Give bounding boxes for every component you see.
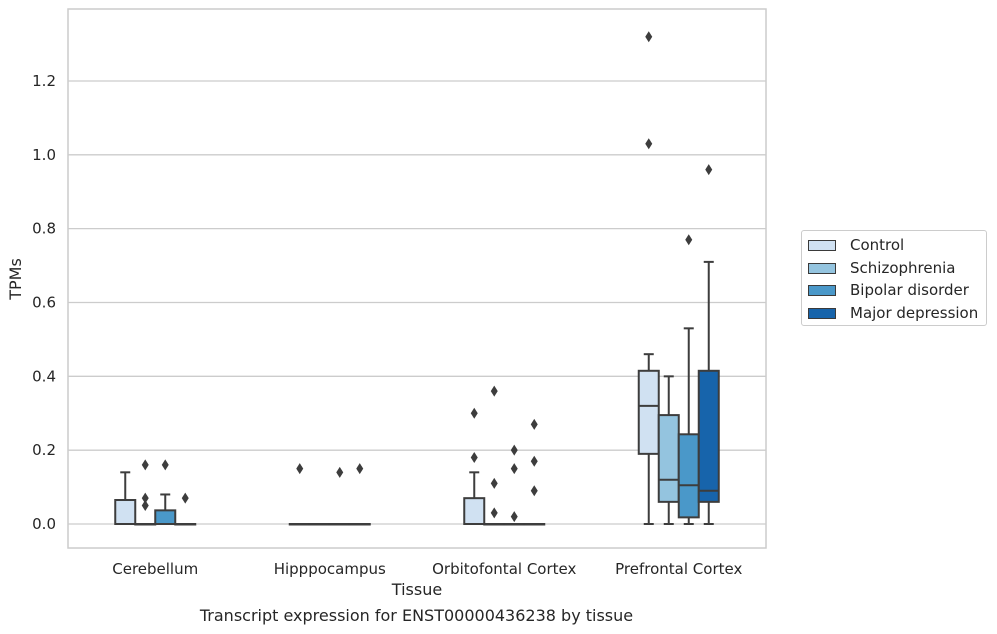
gridlines <box>68 80 766 525</box>
outlier-point <box>161 459 169 471</box>
outlier-point <box>470 407 478 419</box>
y-tick-label: 1.0 <box>32 146 56 164</box>
plot-frame <box>67 8 767 549</box>
y-tick-label: 0.6 <box>32 293 56 311</box>
outlier-point <box>490 385 498 397</box>
outlier-point <box>490 507 498 519</box>
chart-caption: Transcript expression for ENST0000043623… <box>199 606 634 625</box>
outlier-point <box>705 164 713 176</box>
box-body <box>463 497 486 526</box>
box-plot-series <box>114 31 720 526</box>
box <box>174 492 197 526</box>
box <box>657 375 680 526</box>
y-tick-label: 0.8 <box>32 220 56 238</box>
legend-item-major-depression: Major depression <box>808 303 978 323</box>
outlier-point <box>510 511 518 523</box>
box <box>523 418 546 526</box>
outlier-point <box>141 459 149 471</box>
x-axis-ticks: Cerebellum Hipppocampus Orbitofontal Corte… <box>112 560 742 578</box>
series-schizophrenia <box>134 375 680 526</box>
x-tick-label: Prefrontal Cortex <box>615 560 742 578</box>
outlier-point <box>645 31 653 43</box>
series-major-depression <box>174 164 720 526</box>
outlier-point <box>181 492 189 504</box>
box <box>503 444 526 526</box>
x-tick-label: Hipppocampus <box>274 560 386 578</box>
box <box>483 385 506 526</box>
outlier-point <box>470 452 478 464</box>
outlier-point <box>530 418 538 430</box>
x-tick-label: Cerebellum <box>112 560 198 578</box>
box <box>637 31 660 526</box>
box <box>328 466 351 526</box>
outlier-point <box>510 444 518 456</box>
outlier-point <box>645 138 653 150</box>
box-body <box>677 433 700 519</box>
box-body <box>114 499 137 526</box>
x-axis-label: Tissue <box>391 580 442 599</box>
box <box>677 234 700 526</box>
box <box>308 523 331 526</box>
box-body <box>657 414 680 503</box>
outlier-point <box>490 477 498 489</box>
box <box>114 471 137 526</box>
series-bipolar-disorder <box>154 234 700 526</box>
legend: Control Schizophrenia Bipolar disorder M… <box>801 230 987 326</box>
outlier-point <box>141 500 149 512</box>
box <box>154 459 177 526</box>
box <box>697 164 720 526</box>
outlier-point <box>141 492 149 504</box>
outlier-point <box>356 463 364 475</box>
box-body <box>697 369 720 503</box>
x-tick-label: Orbitofontal Cortex <box>432 560 576 578</box>
legend-label: Bipolar disorder <box>850 281 969 299</box>
legend-swatch-control <box>808 239 836 251</box>
legend-label: Schizophrenia <box>850 259 956 277</box>
y-tick-label: 0.0 <box>32 515 56 533</box>
legend-item-control: Control <box>808 235 904 255</box>
box-body <box>154 509 177 526</box>
outlier-point <box>530 455 538 467</box>
y-tick-label: 1.2 <box>32 72 56 90</box>
box-body <box>637 369 660 455</box>
y-tick-label: 0.2 <box>32 441 56 459</box>
legend-swatch-schizophrenia <box>808 262 836 274</box>
legend-item-bipolar-disorder: Bipolar disorder <box>808 280 969 300</box>
box <box>288 463 311 526</box>
outlier-point <box>510 463 518 475</box>
y-axis-ticks: 0.0 0.2 0.4 0.6 0.8 1.0 1.2 <box>32 72 56 533</box>
outlier-point <box>685 234 693 246</box>
outlier-point <box>296 463 304 475</box>
outlier-point <box>336 466 344 478</box>
legend-item-schizophrenia: Schizophrenia <box>808 258 955 278</box>
legend-label: Major depression <box>850 304 979 322</box>
box <box>348 463 371 526</box>
outlier-point <box>530 485 538 497</box>
y-axis-label: TPMs <box>6 258 25 301</box>
legend-label: Control <box>850 236 905 254</box>
legend-swatch-major-depression <box>808 307 836 319</box>
box <box>463 407 486 526</box>
y-tick-label: 0.4 <box>32 367 56 385</box>
box <box>134 459 157 526</box>
legend-swatch-bipolar-disorder <box>808 284 836 296</box>
